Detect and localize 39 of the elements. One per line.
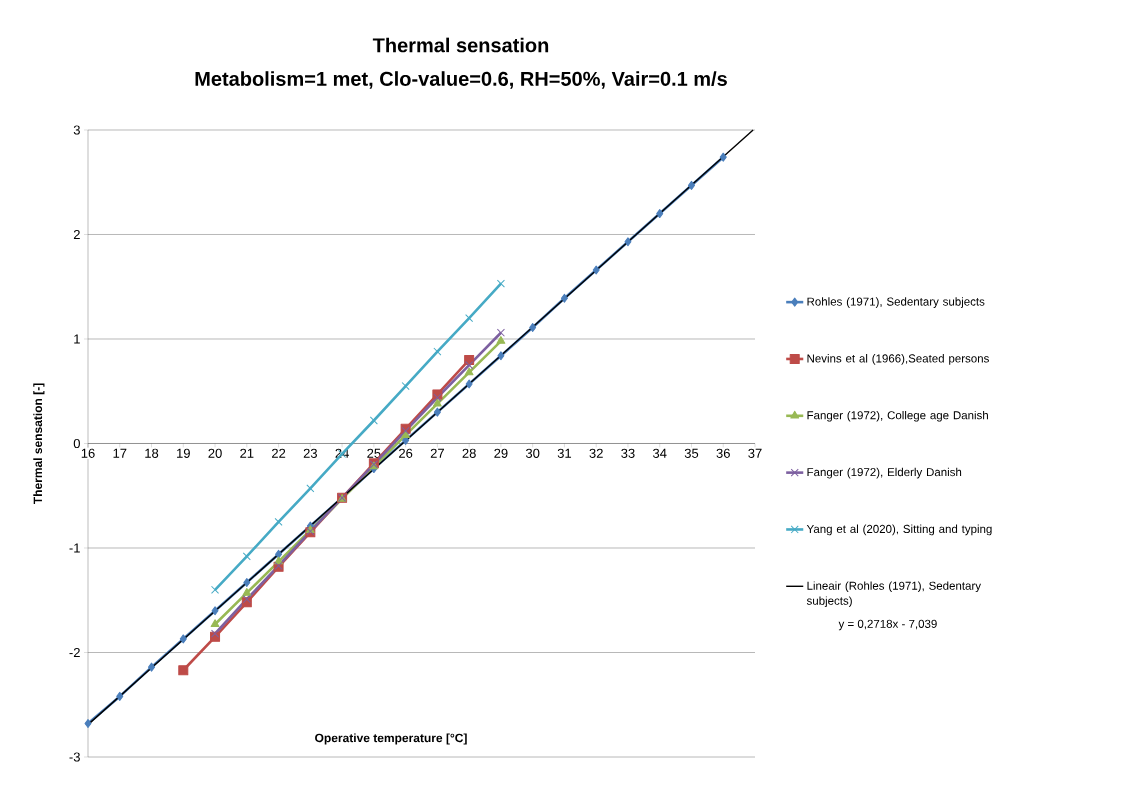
x-tick-label: 26: [399, 448, 413, 458]
legend-label: Rohles (1971), Sedentary subjects: [807, 297, 985, 308]
x-tick-label: 20: [208, 448, 222, 458]
x-tick-label: 21: [240, 448, 254, 458]
legend-label: Nevins et al (1966),Seated persons: [807, 354, 989, 365]
x-tick-label: 29: [494, 448, 508, 458]
y-axis-title: Thermal sensation [-]: [33, 383, 45, 505]
chart-subtitle: Metabolism=1 met, Clo-value=0.6, RH=50%, Vair=0.1 m/s: [195, 71, 727, 89]
x-tick-label: 17: [113, 448, 127, 458]
x-tick-label: 31: [557, 448, 572, 458]
legend-label: Yang et al (2020), Sitting and typing: [806, 524, 992, 536]
x-tick-label: 28: [462, 448, 476, 458]
legend-label: Fanger (1972), College age Danish: [807, 410, 988, 422]
x-tick-label: 19: [177, 448, 190, 458]
text: y = 0,2718x - 7,039: [838, 619, 937, 631]
x-tick-label: 18: [145, 448, 159, 458]
x-tick-label: 25: [367, 448, 381, 458]
x-tick-label: 34: [652, 448, 667, 458]
y-tick-label: 2: [73, 229, 80, 240]
legend-label: Lineair (Rohles (1971), Sedentary subjects): [806, 581, 981, 608]
x-tick-label: 35: [684, 448, 699, 458]
y-tick-label: -2: [69, 647, 80, 658]
x-tick-label: 23: [303, 448, 317, 458]
y-tick-label: 3: [73, 125, 80, 135]
x-tick-label: 16: [81, 448, 95, 458]
chart-title: Thermal sensation: [372, 37, 549, 53]
x-tick-label: 32: [589, 448, 603, 458]
x-tick-label: 22: [272, 448, 286, 458]
y-tick-label: 0: [73, 438, 80, 449]
x-tick-label: 27: [430, 448, 444, 458]
y-tick-label: 1: [74, 334, 80, 344]
x-tick-label: 30: [525, 448, 540, 458]
y-tick-label: -3: [69, 752, 80, 762]
x-tick-label: 37: [748, 448, 762, 458]
x-tick-label: 33: [621, 448, 635, 458]
legend-label: Fanger (1972), Elderly Danish: [807, 467, 962, 479]
x-tick-label: 36: [716, 448, 730, 458]
x-axis-title: Operative temperature [°C]: [315, 733, 467, 745]
y-tick-label: -1: [69, 543, 80, 553]
